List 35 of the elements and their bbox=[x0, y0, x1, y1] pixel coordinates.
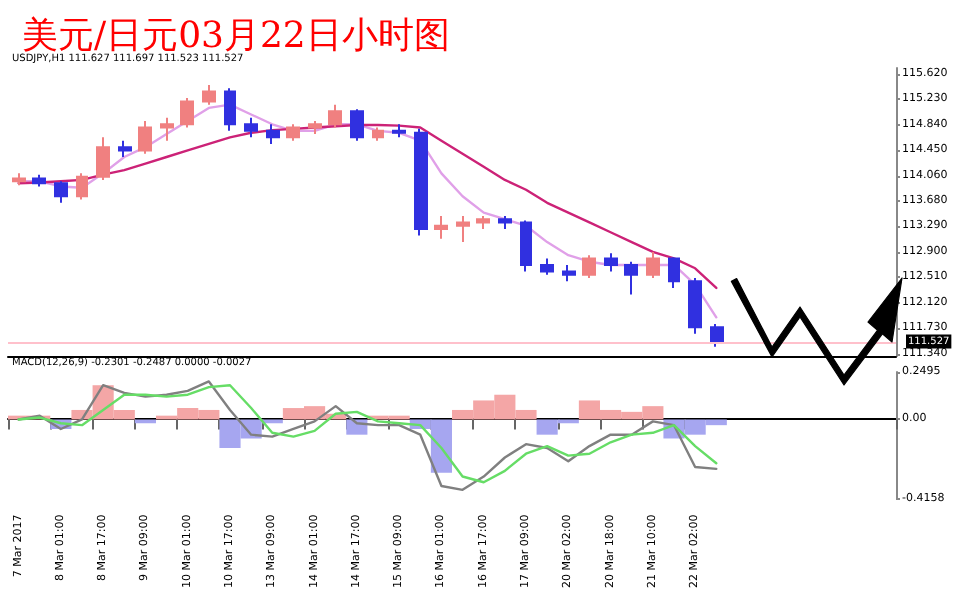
candlestick bbox=[202, 84, 216, 106]
candlestick bbox=[434, 214, 448, 240]
line-series bbox=[17, 123, 718, 290]
candlestick bbox=[456, 214, 470, 244]
candlestick bbox=[286, 123, 300, 142]
candlestick bbox=[350, 108, 364, 142]
candlestick bbox=[604, 252, 618, 273]
candlestick bbox=[54, 180, 68, 204]
candlestick bbox=[520, 219, 532, 273]
candlestick bbox=[624, 260, 638, 296]
candlestick bbox=[582, 254, 596, 280]
candlestick bbox=[224, 87, 236, 132]
candlestick bbox=[266, 123, 280, 145]
candlestick bbox=[308, 120, 322, 136]
candlestick bbox=[180, 97, 194, 129]
candlestick bbox=[138, 120, 152, 155]
candlestick bbox=[540, 257, 554, 276]
candlestick bbox=[392, 123, 406, 139]
candlestick bbox=[668, 256, 680, 289]
candlestick bbox=[244, 116, 258, 139]
candlestick bbox=[160, 116, 174, 142]
candlestick bbox=[372, 126, 384, 142]
candlestick bbox=[96, 136, 110, 181]
candlestick bbox=[562, 263, 576, 283]
candlestick bbox=[646, 250, 660, 280]
candlestick bbox=[118, 139, 132, 159]
candlestick bbox=[476, 214, 490, 230]
candlestick bbox=[688, 277, 702, 335]
candlestick bbox=[76, 172, 88, 201]
candlestick bbox=[328, 103, 342, 129]
candlestick bbox=[12, 172, 26, 187]
candlestick bbox=[498, 214, 512, 230]
candlestick bbox=[32, 173, 46, 188]
candlestick bbox=[414, 127, 428, 237]
candlestick bbox=[710, 322, 724, 348]
